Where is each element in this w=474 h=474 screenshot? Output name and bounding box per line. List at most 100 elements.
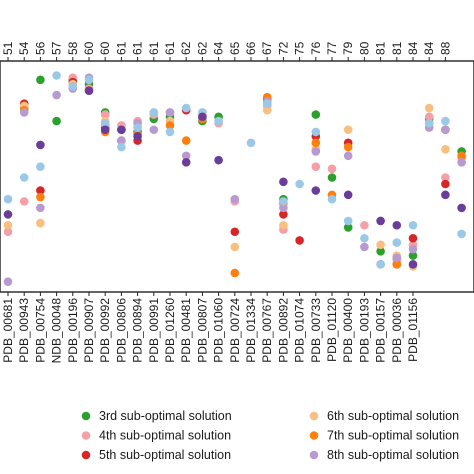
data-point — [457, 151, 466, 161]
top-tick-label: 58 — [66, 41, 80, 55]
top-tick-label: 84 — [406, 41, 420, 55]
top-tick-labels: 51 54 56 57 58 60 60 61 61 61 61 62 62 64 65 66 67 72 75 76… — [1, 41, 452, 61]
data-point — [84, 75, 94, 85]
bottom-tick-label: PDB_00036 — [390, 298, 404, 363]
bottom-tick-label: PDB_00481 — [179, 298, 193, 363]
bottom-tick-label: PDB_00724 — [228, 298, 242, 363]
data-point — [327, 194, 337, 204]
data-point — [376, 240, 385, 250]
bottom-tick-labels: PDB_00681 PDB_00943 PDB_00754 NDB_00048 PDB_… — [1, 292, 420, 363]
bottom-tick-label: PDB_00196 — [66, 298, 80, 363]
legend-marker — [81, 431, 91, 440]
data-point — [230, 227, 240, 237]
data-point — [133, 123, 142, 132]
data-point — [36, 162, 45, 171]
data-point — [36, 192, 45, 202]
bottom-tick-label: PDB_00807 — [195, 298, 209, 363]
top-tick-label: 77 — [325, 41, 339, 55]
data-point — [441, 125, 450, 135]
data-point — [408, 233, 418, 243]
top-tick-label: 67 — [260, 41, 274, 55]
top-tick-label: 56 — [33, 41, 47, 55]
data-point — [441, 173, 450, 182]
data-point — [441, 179, 450, 189]
data-point — [311, 147, 321, 156]
top-tick-label: 79 — [341, 41, 355, 55]
data-point — [360, 242, 369, 252]
data-point — [165, 108, 175, 117]
data-point — [117, 136, 126, 145]
data-point — [3, 277, 13, 286]
top-tick-label: 51 — [1, 41, 15, 55]
legend-marker — [81, 450, 91, 460]
data-point — [19, 197, 29, 206]
top-tick-label: 61 — [147, 41, 161, 55]
data-point — [343, 151, 353, 161]
data-point — [117, 125, 126, 135]
top-tick-label: 61 — [131, 41, 145, 55]
data-point — [441, 144, 450, 154]
data-point — [230, 194, 240, 204]
legend-label: 3rd sub-optimal solution — [99, 409, 232, 423]
top-tick-label: 66 — [244, 41, 258, 55]
data-point — [343, 142, 353, 152]
top-tick-label: 60 — [82, 41, 96, 55]
top-tick-label: 75 — [293, 41, 307, 55]
data-point — [408, 260, 418, 269]
data-point — [19, 108, 29, 117]
bottom-tick-label: NDB_00048 — [50, 298, 64, 364]
data-point — [295, 179, 304, 189]
data-point — [343, 223, 353, 232]
bottom-tick-label: PDB_00806 — [114, 298, 128, 363]
data-point — [295, 236, 304, 245]
data-point — [424, 112, 434, 122]
data-point — [311, 110, 321, 119]
legend-marker — [309, 431, 319, 440]
data-point — [279, 177, 288, 187]
bottom-tick-label: PDB_01156 — [406, 298, 420, 362]
data-point — [3, 210, 13, 219]
data-point — [279, 203, 288, 213]
data-point — [198, 112, 207, 122]
data-point — [408, 244, 418, 254]
bottom-tick-label: PDB_01334 — [244, 298, 258, 363]
data-point — [36, 186, 45, 195]
data-point — [262, 105, 272, 115]
data-point — [408, 220, 418, 230]
data-point — [100, 110, 110, 119]
legend-marker — [81, 411, 91, 421]
top-tick-label: 84 — [422, 41, 436, 55]
bottom-tick-label: PDB_01120 — [325, 298, 339, 362]
data-point — [392, 260, 402, 269]
data-point — [311, 186, 321, 195]
data-point — [392, 238, 402, 247]
data-point — [408, 251, 418, 260]
top-tick-label: 54 — [17, 41, 31, 55]
top-tick-label: 88 — [438, 41, 452, 55]
top-tick-label: 80 — [357, 41, 371, 55]
bottom-tick-label: PDB_00681 — [1, 298, 15, 363]
bottom-tick-label: PDB_00992 — [98, 298, 112, 363]
data-point — [3, 227, 13, 237]
data-point — [3, 220, 13, 230]
top-tick-label: 64 — [212, 41, 226, 55]
data-point — [457, 203, 466, 213]
plot-frame — [0, 60, 474, 293]
bottom-tick-label: PDB_00733 — [309, 298, 323, 363]
data-point — [181, 103, 191, 113]
bottom-tick-label: PDB_00991 — [147, 298, 161, 363]
top-tick-label: 62 — [179, 41, 193, 55]
bottom-tick-label: PDB_00907 — [82, 298, 96, 363]
data-point — [457, 158, 466, 167]
data-point — [343, 216, 353, 226]
data-point — [52, 90, 61, 100]
bottom-tick-label: PDB_00400 — [341, 298, 355, 363]
data-point — [181, 136, 191, 145]
data-point — [392, 253, 402, 263]
legend-label: 8th sub-optimal solution — [327, 448, 459, 462]
data-point — [68, 82, 78, 91]
data-point — [36, 203, 45, 213]
data-point — [36, 140, 45, 150]
data-point — [311, 127, 321, 137]
